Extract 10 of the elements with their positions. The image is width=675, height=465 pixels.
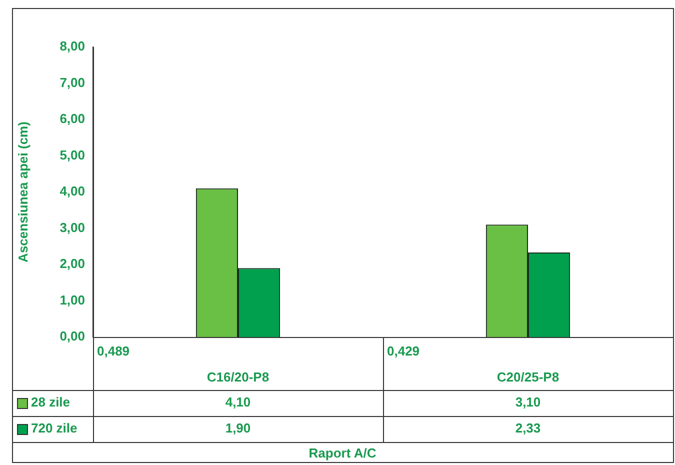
y-tick-label: 8,00 bbox=[60, 38, 85, 54]
y-tick-label: 5,00 bbox=[60, 147, 85, 162]
y-tick-label: 1,00 bbox=[60, 292, 85, 308]
y-tick-label: 7,00 bbox=[60, 74, 85, 90]
x-axis-title: Raport A/C bbox=[308, 446, 377, 461]
y-tick-label: 4,00 bbox=[60, 184, 85, 199]
y-tick-label: 3,00 bbox=[60, 220, 85, 235]
y-axis-title: Ascensiunea apei (cm) bbox=[15, 122, 30, 262]
y-tick-label: 6,00 bbox=[60, 111, 85, 126]
y-tick-label: 2,00 bbox=[60, 256, 85, 272]
